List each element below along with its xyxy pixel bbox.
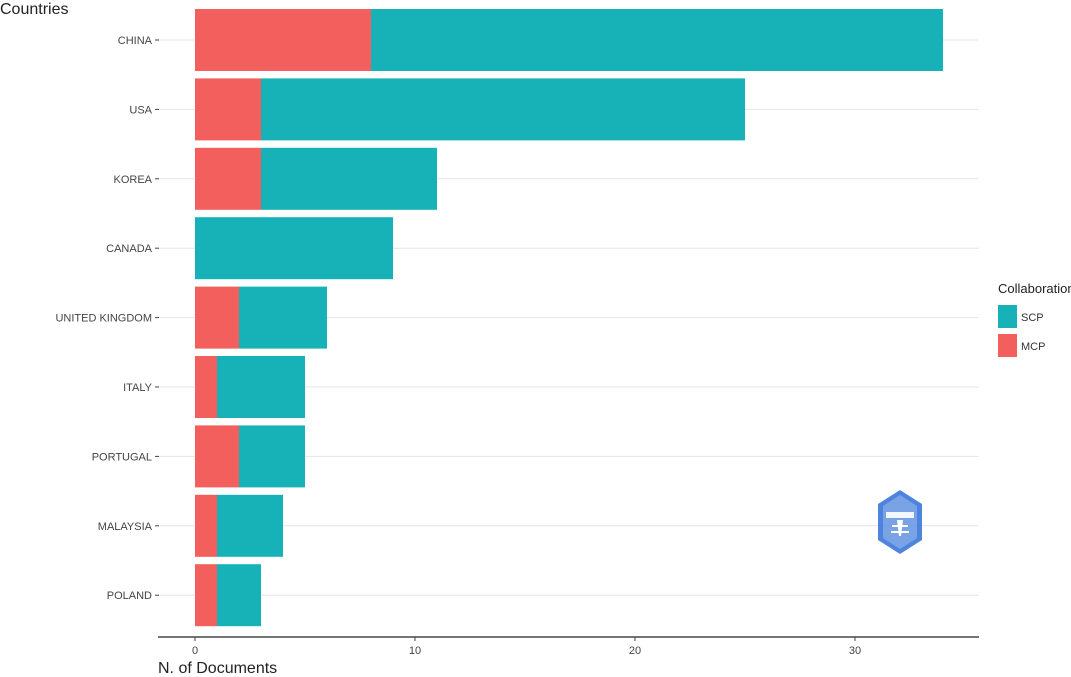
bar-mcp	[195, 9, 371, 71]
legend-swatch-mcp	[998, 334, 1017, 357]
y-axis: CHINA USA KOREA CANADA UNITED KINGDOM ITALY PO…	[55, 35, 159, 602]
bar-scp	[261, 78, 745, 141]
shield-logo-icon	[878, 490, 922, 554]
y-tick-label: USA	[129, 104, 152, 116]
legend: Collaboration SCP MCP	[998, 281, 1071, 357]
x-axis-title: N. of Documents	[158, 660, 277, 677]
bar-scp	[239, 286, 327, 349]
legend-title: Collaboration	[998, 281, 1071, 296]
x-axis: 0 10 20 30	[158, 636, 979, 657]
x-tick-label: 0	[192, 645, 198, 657]
bar-scp	[371, 9, 943, 71]
y-tick-label: CHINA	[118, 35, 153, 47]
bar-mcp	[195, 494, 217, 557]
x-tick-label: 10	[409, 645, 421, 657]
bar-scp	[239, 425, 305, 488]
bar-scp	[217, 564, 261, 627]
bar-scp	[195, 217, 393, 280]
y-tick-label: PORTUGAL	[92, 451, 152, 463]
bar-scp	[217, 356, 305, 418]
bars	[195, 9, 943, 627]
bar-scp	[217, 494, 283, 557]
bar-mcp	[195, 356, 217, 418]
bar-mcp	[195, 564, 217, 627]
legend-label-scp: SCP	[1021, 312, 1044, 324]
y-axis-title: Countries	[0, 1, 68, 18]
legend-label-mcp: MCP	[1021, 341, 1045, 353]
y-tick-label: UNITED KINGDOM	[55, 313, 152, 325]
bar-mcp	[195, 286, 239, 349]
x-tick-label: 20	[629, 645, 641, 657]
bar-mcp	[195, 425, 239, 488]
legend-swatch-scp	[998, 305, 1017, 328]
y-tick-label: MALAYSIA	[98, 521, 153, 533]
y-tick-label: ITALY	[123, 382, 153, 394]
y-tick-label: POLAND	[107, 590, 152, 602]
x-tick-label: 30	[849, 645, 861, 657]
bar-mcp	[195, 78, 261, 141]
y-tick-label: CANADA	[106, 243, 153, 255]
y-tick-label: KOREA	[113, 174, 152, 186]
bar-scp	[261, 147, 437, 210]
bar-mcp	[195, 147, 261, 210]
